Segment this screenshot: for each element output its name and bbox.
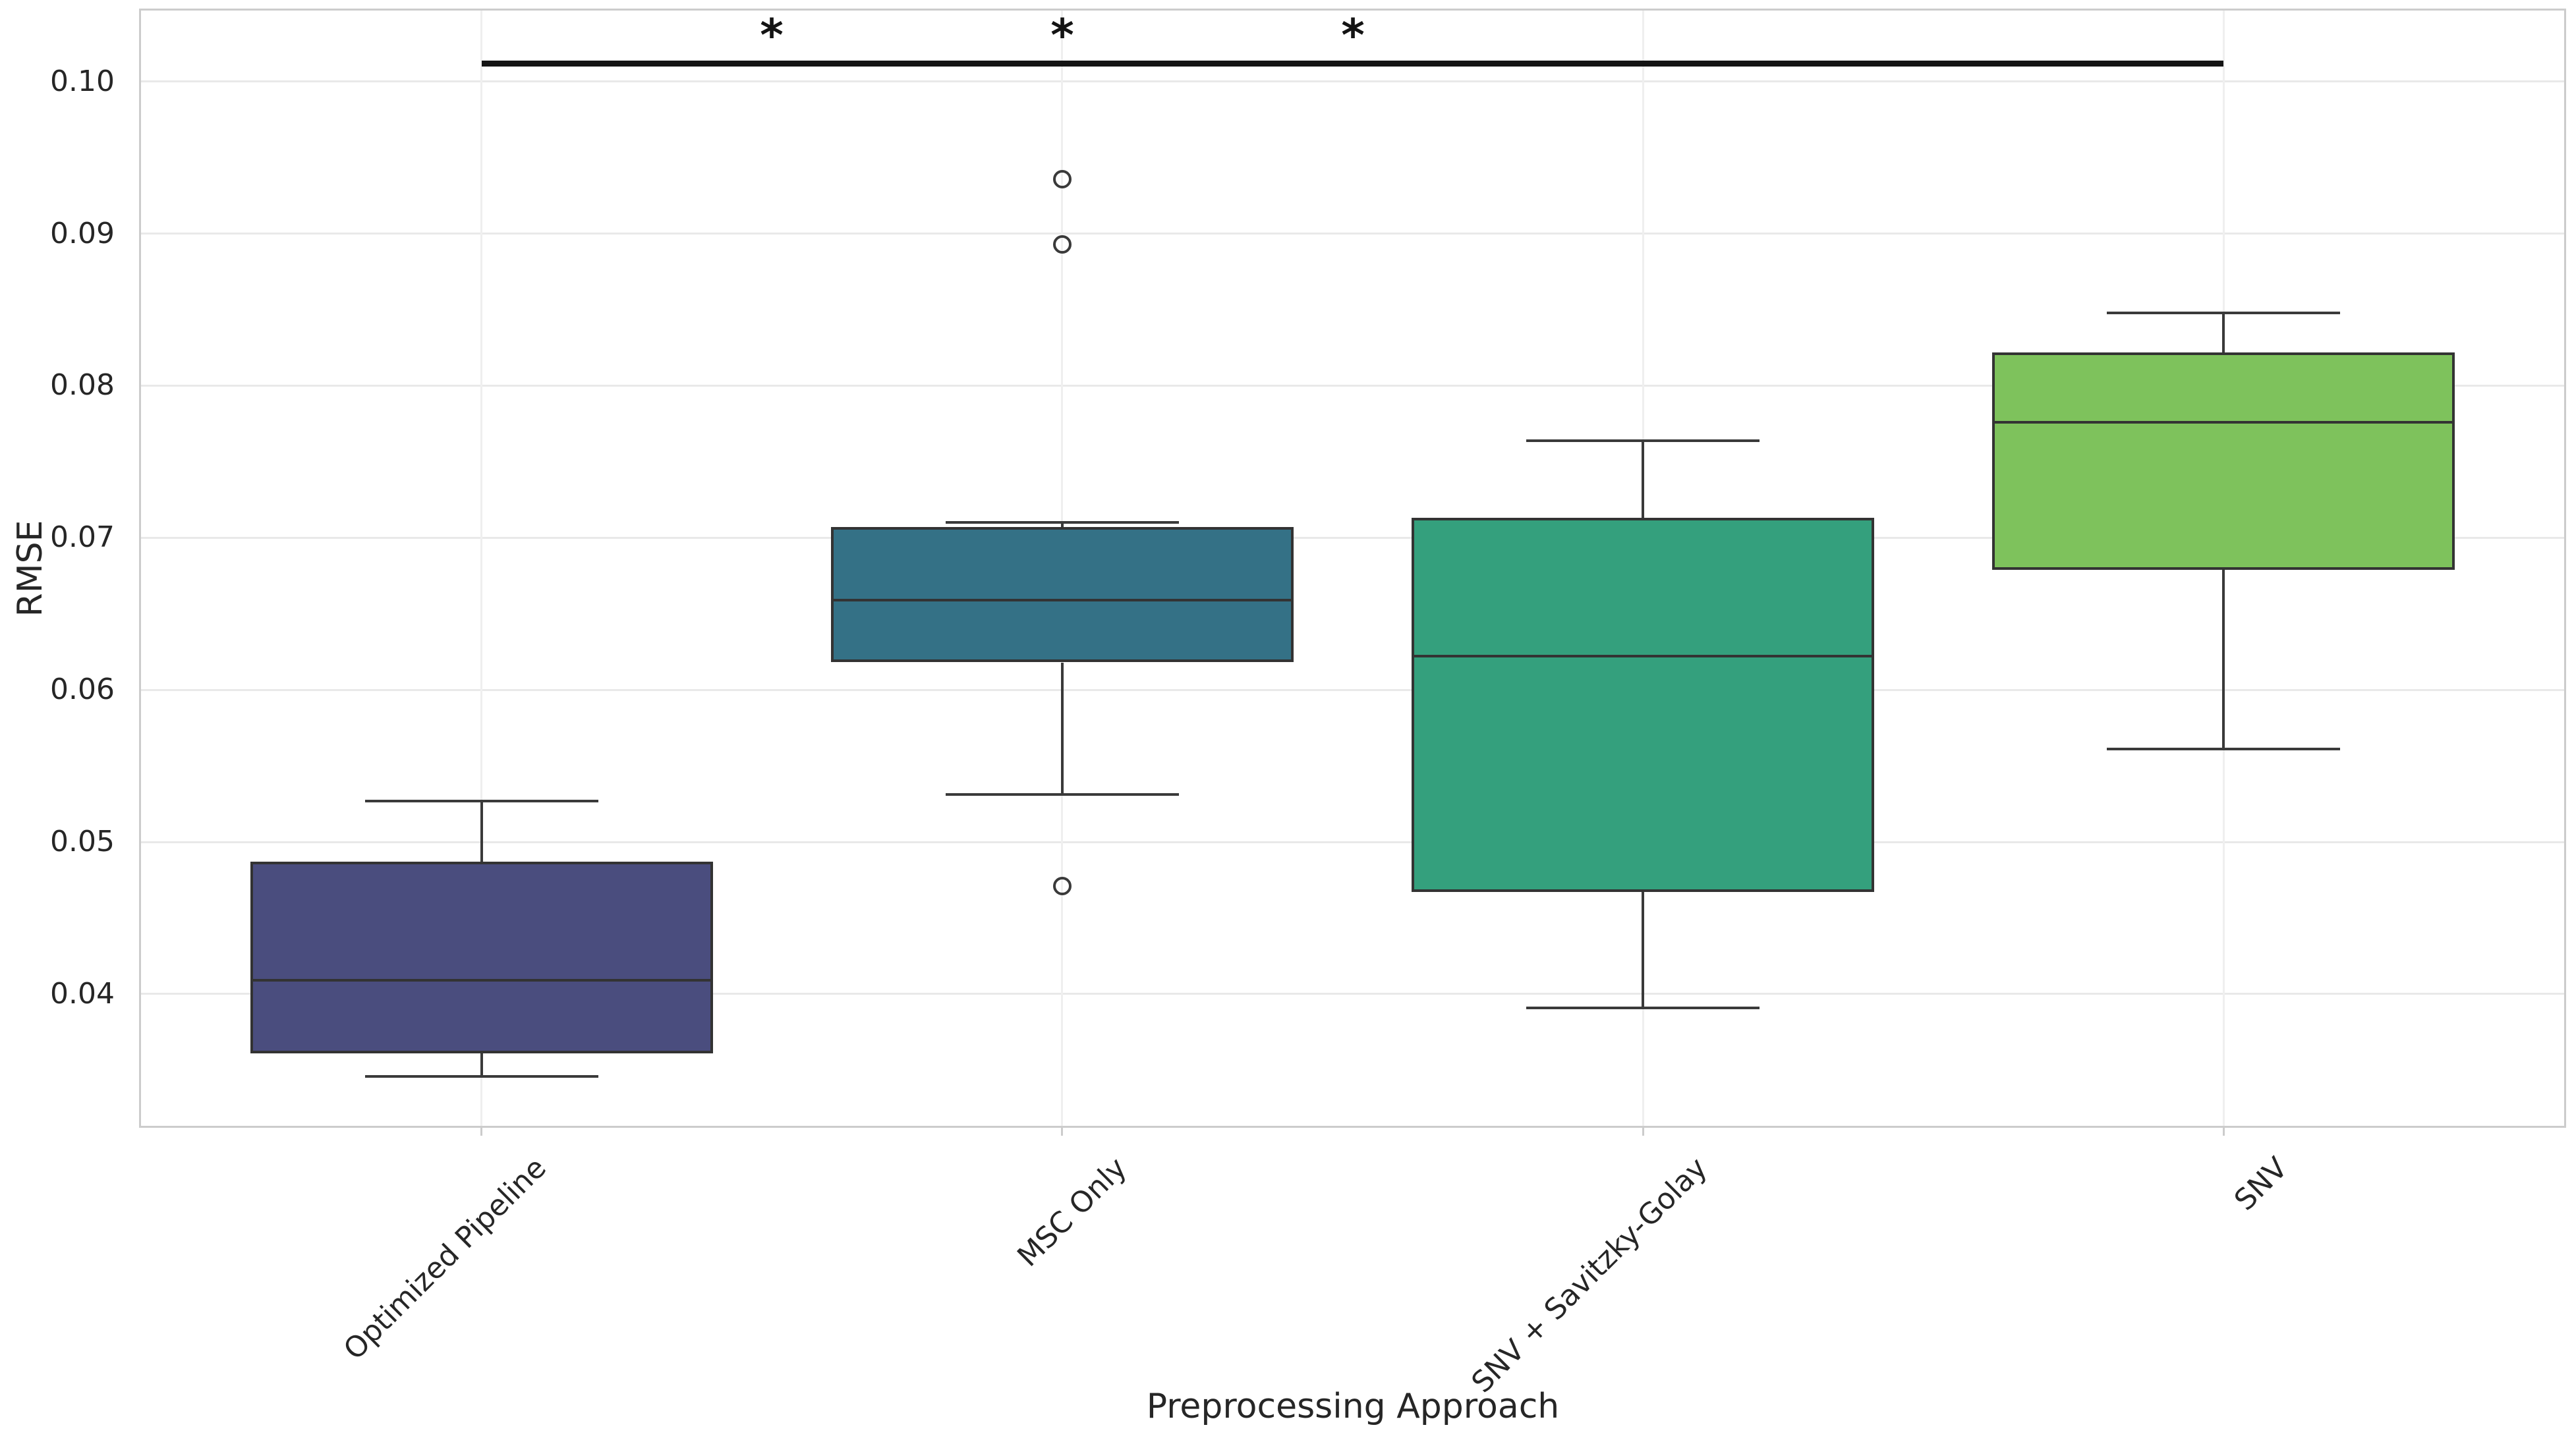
median-line-1 bbox=[834, 599, 1291, 601]
y-axis-title: RMSE bbox=[11, 520, 50, 617]
significance-asterisk: * bbox=[1341, 10, 1365, 62]
upper-whisker-cap bbox=[365, 800, 598, 802]
significance-bar bbox=[482, 61, 2223, 67]
significance-asterisk: * bbox=[1050, 10, 1074, 62]
median-line-3 bbox=[1995, 421, 2452, 424]
upper-whisker-line bbox=[480, 801, 483, 862]
box-1-iqr bbox=[831, 527, 1294, 662]
median-line-2 bbox=[1414, 655, 1872, 657]
box-0-iqr bbox=[250, 862, 713, 1053]
x-tick-label-0: Optimized Pipeline bbox=[337, 1151, 553, 1367]
x-tick-mark-0 bbox=[480, 1128, 482, 1136]
y-tick-label-0.04: 0.04 bbox=[50, 977, 115, 1011]
lower-whisker-line bbox=[1061, 663, 1064, 795]
upper-whisker-cap bbox=[946, 521, 1179, 524]
lower-whisker-cap bbox=[946, 793, 1179, 796]
h-gridline-0.07 bbox=[141, 537, 2564, 539]
y-tick-label-0.10: 0.10 bbox=[50, 65, 115, 98]
upper-whisker-line bbox=[1642, 441, 1644, 518]
y-tick-label-0.08: 0.08 bbox=[50, 368, 115, 402]
lower-whisker-cap bbox=[365, 1075, 598, 1078]
plot-area bbox=[139, 9, 2566, 1128]
upper-whisker-line bbox=[1061, 522, 1064, 527]
outlier-point bbox=[1053, 877, 1072, 895]
y-tick-label-0.07: 0.07 bbox=[50, 520, 115, 554]
h-gridline-0.09 bbox=[141, 233, 2564, 235]
x-tick-label-1: MSC Only bbox=[1010, 1151, 1133, 1273]
x-tick-mark-2 bbox=[1642, 1128, 1644, 1136]
x-tick-mark-3 bbox=[2223, 1128, 2225, 1136]
h-gridline-0.08 bbox=[141, 385, 2564, 387]
lower-whisker-line bbox=[480, 1053, 483, 1076]
x-tick-mark-1 bbox=[1061, 1128, 1063, 1136]
h-gridline-0.06 bbox=[141, 689, 2564, 691]
outlier-point bbox=[1053, 170, 1072, 188]
outlier-point bbox=[1053, 235, 1072, 254]
lower-whisker-line bbox=[2222, 570, 2225, 749]
lower-whisker-cap bbox=[2107, 748, 2340, 750]
h-gridline-0.10 bbox=[141, 80, 2564, 82]
lower-whisker-line bbox=[1642, 892, 1644, 1007]
h-gridline-0.05 bbox=[141, 841, 2564, 843]
y-tick-label-0.06: 0.06 bbox=[50, 673, 115, 706]
lower-whisker-cap bbox=[1526, 1007, 1760, 1009]
box-2-iqr bbox=[1412, 518, 1874, 892]
median-line-0 bbox=[253, 979, 710, 982]
x-axis-title: Preprocessing Approach bbox=[1146, 1387, 1560, 1426]
box-3-iqr bbox=[1992, 352, 2455, 570]
v-gridline-category-0 bbox=[480, 11, 482, 1126]
upper-whisker-cap bbox=[2107, 312, 2340, 314]
upper-whisker-cap bbox=[1526, 439, 1760, 442]
x-tick-label-3: SNV bbox=[2227, 1151, 2295, 1217]
h-gridline-0.04 bbox=[141, 993, 2564, 995]
significance-asterisk: * bbox=[760, 10, 784, 62]
upper-whisker-line bbox=[2222, 313, 2225, 352]
y-tick-label-0.09: 0.09 bbox=[50, 217, 115, 250]
y-tick-label-0.05: 0.05 bbox=[50, 825, 115, 858]
x-tick-label-2: SNV + Savitzky-Golay bbox=[1465, 1151, 1714, 1400]
